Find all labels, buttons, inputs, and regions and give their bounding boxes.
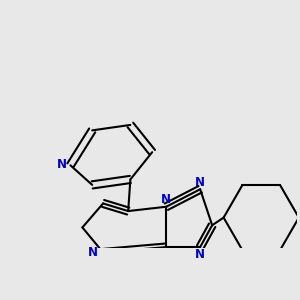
Text: N: N: [195, 176, 205, 189]
Text: N: N: [195, 248, 205, 261]
Text: N: N: [57, 158, 67, 171]
Text: N: N: [88, 246, 98, 259]
Text: N: N: [161, 193, 171, 206]
